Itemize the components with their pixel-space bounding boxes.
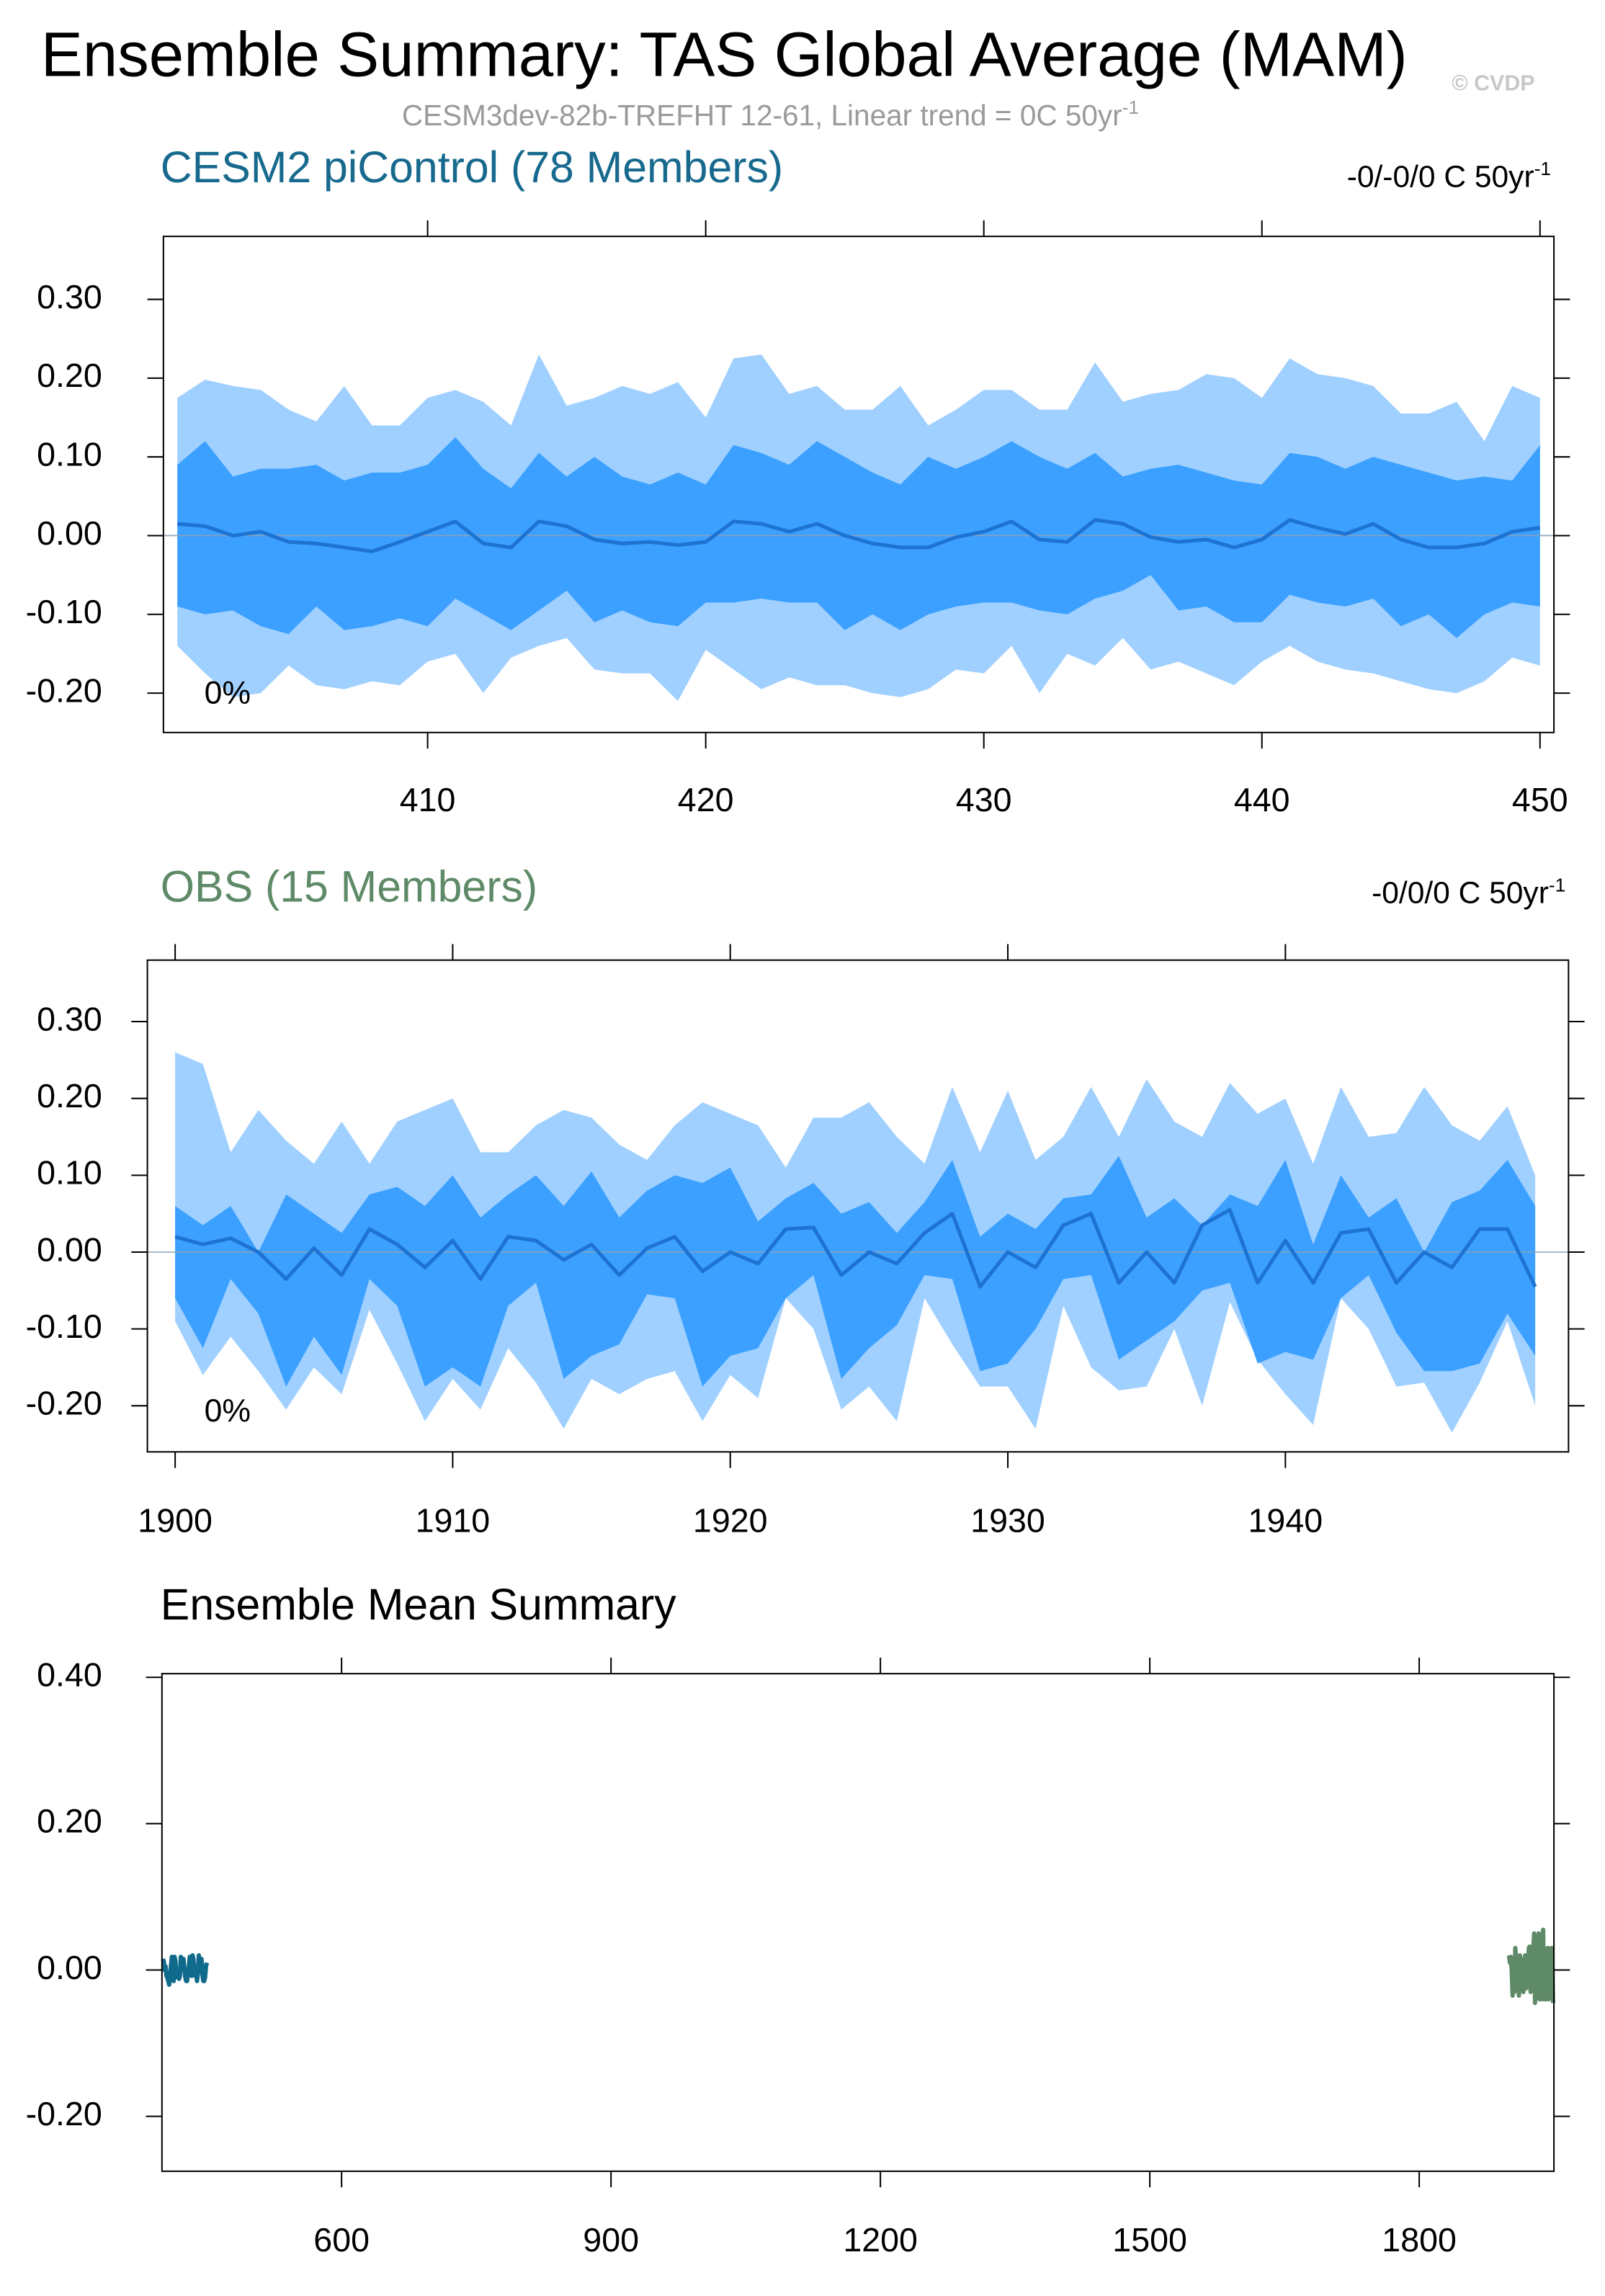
y-tick-label: -0.10: [26, 1308, 102, 1345]
plot-frame: [146, 959, 1570, 1453]
ensemble-mean-line: [1506, 1927, 1555, 2006]
watermark: © CVDP: [1452, 71, 1534, 96]
x-tick-label: 600: [313, 2221, 370, 2259]
mean-line: [176, 518, 1541, 553]
panel-title: Ensemble Mean Summary: [161, 1580, 676, 1629]
y-tick-label: 0.20: [37, 1803, 102, 1840]
y-tick-label: 0.40: [37, 1656, 102, 1694]
x-tick-label: 430: [956, 781, 1012, 818]
x-tick-label: 900: [583, 2221, 639, 2259]
y-tick-label: 0.30: [37, 278, 102, 316]
subtitle-text: CESM3dev-82b-TREFHT 12-61, Linear trend …: [402, 99, 1122, 132]
y-tick-label: 0.00: [37, 514, 102, 552]
trend-sup: -1: [1549, 875, 1565, 896]
x-tick-label: 440: [1234, 781, 1290, 818]
plot-frame: [162, 236, 1555, 733]
y-tick-label: 0.00: [37, 1230, 102, 1268]
trend-sup: -1: [1534, 158, 1551, 179]
y-tick-label: -0.20: [26, 1385, 102, 1422]
x-tick-label: 410: [400, 781, 456, 818]
x-tick-label: 1900: [138, 1502, 213, 1540]
percent-label: 0%: [205, 1393, 251, 1429]
subtitle: CESM3dev-82b-TREFHT 12-61, Linear trend …: [402, 97, 1139, 132]
plot-frame: [161, 1673, 1555, 2172]
panel-title: CESM2 piControl (78 Members): [161, 143, 783, 192]
y-tick-label: 0.20: [37, 1077, 102, 1115]
trend-annotation: -0/-0/0 C 50yr-1: [1347, 158, 1551, 194]
y-tick-label: -0.20: [26, 2095, 102, 2132]
x-tick-label: 450: [1512, 781, 1568, 818]
mean-line: [174, 1207, 1537, 1289]
x-tick-label: 1500: [1112, 2221, 1187, 2259]
y-tick-label: 0.10: [37, 1154, 102, 1192]
trend-text: -0/-0/0 C 50yr: [1347, 159, 1534, 194]
y-tick-label: -0.10: [26, 593, 102, 630]
x-tick-label: 420: [678, 781, 734, 818]
ensemble-mean-line: [161, 1953, 210, 1987]
x-tick-label: 1920: [693, 1502, 768, 1540]
x-tick-label: 1930: [970, 1502, 1045, 1540]
y-tick-label: 0.30: [37, 1000, 102, 1037]
trend-text: -0/0/0 C 50yr: [1372, 876, 1549, 911]
x-tick-label: 1940: [1248, 1502, 1323, 1540]
percent-label: 0%: [205, 675, 251, 710]
y-tick-label: 0.00: [37, 1949, 102, 1986]
x-tick-label: 1800: [1382, 2221, 1457, 2259]
panel-title: OBS (15 Members): [161, 862, 537, 911]
y-tick-label: 0.20: [37, 357, 102, 394]
subtitle-sup: -1: [1122, 97, 1139, 118]
spread-band: [177, 437, 1540, 638]
trend-annotation: -0/0/0 C 50yr-1: [1372, 875, 1565, 911]
x-tick-label: 1200: [843, 2221, 918, 2259]
x-tick-label: 1910: [416, 1502, 491, 1540]
y-tick-label: 0.10: [37, 435, 102, 473]
figure-title: Ensemble Summary: TAS Global Average (MA…: [41, 19, 1408, 89]
y-tick-label: -0.20: [26, 671, 102, 709]
spread-band: [175, 1156, 1536, 1387]
